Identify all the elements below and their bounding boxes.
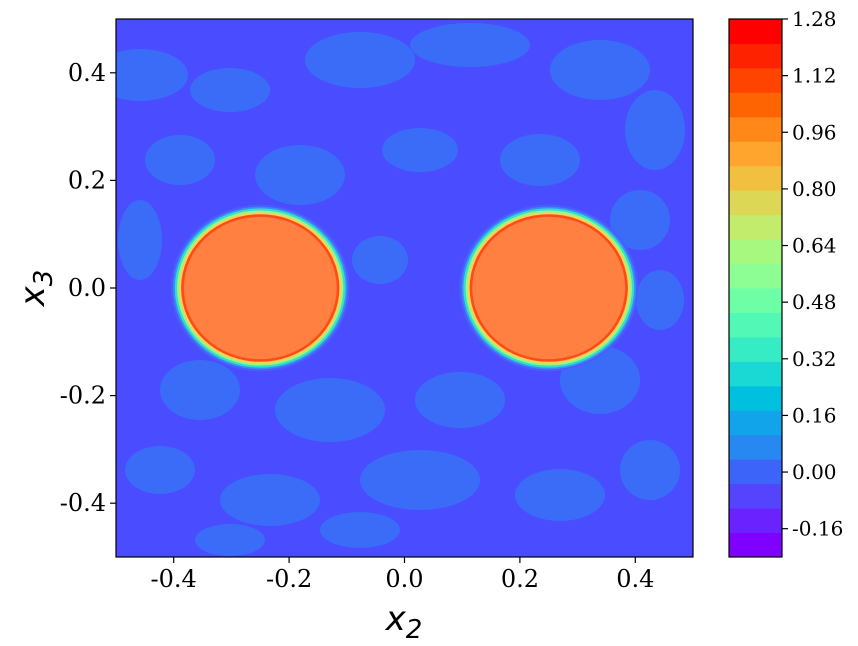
background-patch: [382, 128, 458, 172]
colorbar-level: [729, 483, 782, 509]
colorbar-level: [729, 239, 782, 265]
left-disk: [170, 204, 350, 372]
colorbar-tick-label: 0.64: [792, 234, 837, 258]
colorbar-tick-label: 1.28: [792, 7, 837, 31]
colorbar-ticks: 1.28 1.12 0.96 0.80 0.64 0.48 0.32 0.16 0.00 -0.1…: [782, 7, 843, 541]
y-axis-title-base: x: [13, 285, 53, 307]
x-tick-label: 0.2: [501, 565, 539, 593]
colorbar-level: [729, 508, 782, 534]
colorbar-tick-label: -0.16: [792, 517, 843, 541]
colorbar-level: [729, 214, 782, 240]
colorbar: [728, 18, 783, 558]
x-tick-label: 0.4: [616, 565, 654, 593]
disk-features: [170, 204, 639, 372]
colorbar-frame: [728, 18, 783, 558]
background-patch: [620, 440, 680, 500]
x-axis: -0.4 -0.2 0.0 0.2 0.4: [151, 557, 654, 593]
y-axis-title-sub: 3: [29, 270, 59, 287]
left-disk-ring: [183, 216, 337, 360]
background-patch: [190, 68, 270, 112]
colorbar-level: [729, 116, 782, 142]
colorbar-level: [729, 43, 782, 69]
background-patch: [160, 360, 240, 420]
colorbar-level: [729, 190, 782, 216]
background-patch: [625, 90, 685, 170]
x-tick-label: -0.4: [151, 565, 197, 593]
colorbar-level: [729, 532, 782, 558]
background-patch: [220, 474, 320, 526]
colorbar-level: [729, 288, 782, 313]
background-patch: [320, 512, 400, 548]
colorbar-level: [729, 165, 782, 191]
colorbar-level: [729, 410, 782, 436]
background-patch: [636, 270, 684, 330]
background-patch: [610, 190, 670, 250]
background-patches: [116, 23, 685, 556]
right-disk: [459, 204, 639, 372]
x-axis-title: x2: [385, 599, 423, 645]
background-patch: [195, 524, 265, 556]
background-patch: [352, 236, 408, 284]
colorbar-level: [729, 19, 782, 44]
colorbar-level: [729, 67, 782, 93]
plot-area: [116, 19, 693, 557]
colorbar-tick-label: 1.12: [792, 64, 837, 88]
background-patch: [118, 200, 162, 280]
colorbar-level: [729, 459, 782, 485]
colorbar-level: [729, 385, 782, 411]
colorbar-level: [729, 263, 782, 289]
y-tick-label: -0.4: [60, 489, 106, 517]
colorbar-level: [729, 312, 782, 338]
y-tick-label: 0.4: [68, 59, 106, 87]
colorbar-tick-label: 0.96: [792, 120, 837, 144]
x-axis-title-base: x: [385, 599, 407, 639]
background-patch: [550, 40, 650, 100]
colorbar-tick-label: 0.48: [792, 290, 837, 314]
colorbar-level: [729, 141, 782, 167]
colorbar-level: [729, 92, 782, 118]
y-tick-label: 0.2: [68, 166, 106, 194]
colorbar-level: [729, 336, 782, 362]
background-patch: [305, 32, 415, 88]
background-patch: [360, 450, 480, 510]
background-patch: [275, 378, 385, 442]
colorbar-level: [729, 434, 782, 460]
background-patch: [500, 134, 580, 186]
x-tick-label: -0.2: [266, 565, 312, 593]
background-patch: [125, 446, 195, 494]
colorbar-tick-label: 0.16: [792, 403, 837, 427]
background-patch: [410, 23, 530, 67]
colorbar-tick-label: 0.32: [792, 347, 837, 371]
colorbar-tick-label: 0.80: [792, 177, 837, 201]
background-patch: [255, 145, 345, 205]
x-axis-title-sub: 2: [406, 615, 423, 645]
background-patch: [515, 469, 605, 521]
colorbar-tick-label: 0.00: [792, 460, 837, 484]
y-axis-title: x3: [13, 270, 59, 308]
background-patch: [415, 372, 505, 428]
x-tick-label: 0.0: [385, 565, 423, 593]
y-axis: 0.4 0.2 0.0 -0.2 -0.4: [60, 59, 116, 517]
background-patch: [116, 49, 188, 101]
colorbar-level: [729, 361, 782, 387]
right-disk-ring: [472, 216, 626, 360]
y-tick-label: 0.0: [68, 274, 106, 302]
background-patch: [145, 135, 215, 185]
y-tick-label: -0.2: [60, 382, 106, 410]
